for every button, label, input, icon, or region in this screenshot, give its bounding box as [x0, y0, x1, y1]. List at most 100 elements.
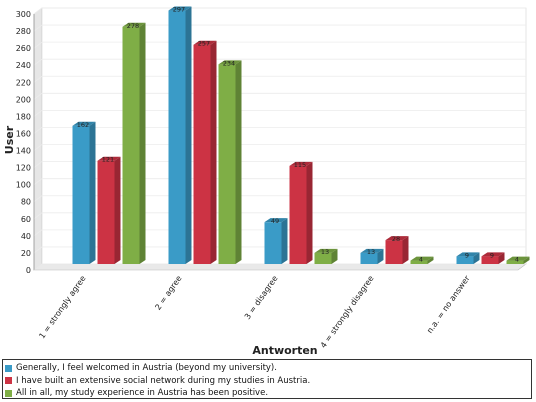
y-tick-label: 280	[16, 27, 31, 36]
legend-swatch	[5, 364, 12, 372]
bar: 4	[506, 256, 530, 264]
legend-label: Generally, I feel welcomed in Austria (b…	[16, 363, 277, 374]
bar-top	[360, 248, 384, 253]
bar-top	[314, 248, 338, 253]
data-label: 9	[465, 251, 469, 259]
bar-top	[289, 161, 313, 166]
bar-side	[427, 256, 434, 264]
bar-front	[193, 44, 211, 265]
y-axis-title: User	[3, 125, 16, 154]
data-label: 162	[77, 121, 89, 129]
legend-swatch	[5, 389, 12, 397]
bar-front	[72, 125, 90, 264]
bar-front	[385, 240, 403, 264]
legend-item[interactable]: All in all, my study experience in Austr…	[5, 387, 531, 400]
gridline-side	[33, 58, 43, 66]
bar-side	[281, 218, 288, 264]
y-tick-label: 0	[26, 266, 31, 275]
bar-front	[481, 256, 499, 264]
bar-front	[218, 64, 236, 264]
bar-side	[473, 252, 480, 264]
bar: 162	[72, 121, 96, 264]
gridline-side	[33, 161, 43, 168]
gridline-side	[33, 178, 43, 185]
bar-front	[289, 165, 307, 264]
bar: 234	[218, 59, 242, 264]
bar-side	[89, 121, 96, 264]
bar-front	[506, 260, 524, 264]
y-tick-label: 20	[21, 249, 31, 258]
data-label: 49	[271, 217, 279, 225]
bar-top	[122, 22, 146, 27]
legend: Generally, I feel welcomed in Austria (b…	[2, 359, 532, 399]
y-tick-label: 180	[16, 112, 31, 121]
x-tick-label: 3 = disagree	[243, 274, 280, 321]
gridline-side	[33, 75, 43, 83]
gridline-side	[33, 212, 43, 220]
bar-top	[385, 236, 409, 241]
bar-front	[360, 252, 378, 264]
bar-side	[306, 161, 313, 264]
bar-side	[377, 248, 384, 264]
bar-top	[218, 60, 242, 65]
bar-top	[193, 40, 217, 45]
gridline-side	[33, 110, 43, 117]
bar-side	[139, 22, 146, 265]
bar: 278	[122, 22, 146, 265]
x-tick-label: 4 = strongly disagree	[319, 274, 376, 350]
gridline-side	[33, 246, 43, 254]
legend-item[interactable]: Generally, I feel welcomed in Austria (b…	[5, 362, 531, 375]
bar: 49	[264, 217, 288, 264]
bar-top	[456, 252, 480, 257]
gridline-side	[33, 7, 43, 15]
data-label: 28	[392, 235, 400, 243]
bar-top	[481, 252, 505, 257]
bar: 13	[360, 248, 384, 264]
y-tick-label: 100	[16, 181, 31, 190]
bar-side	[331, 248, 338, 264]
gridline-side	[33, 144, 43, 151]
bar-side	[114, 156, 121, 264]
bar-chart: 0 20 40 60 80 100 120 140 160 180 200 220 240 260 280 3…	[3, 6, 530, 357]
bar-front	[410, 260, 428, 264]
bar: 115	[289, 161, 313, 264]
bar-top	[506, 256, 530, 261]
data-label: 257	[198, 40, 210, 48]
data-label: 4	[419, 256, 423, 264]
bar-front	[97, 160, 115, 264]
y-tick-label: 240	[16, 61, 31, 70]
gridline-side	[33, 195, 43, 203]
y-tick-label: 80	[21, 198, 31, 207]
data-label: 4	[515, 256, 519, 264]
y-tick-label: 260	[16, 44, 31, 53]
y-tick-label: 40	[21, 232, 31, 241]
bar: 297	[168, 6, 192, 265]
bar: 9	[481, 251, 505, 264]
bar: 28	[385, 235, 409, 264]
y-tick-label: 200	[16, 95, 31, 104]
bar-side	[523, 256, 530, 264]
legend-label: All in all, my study experience in Austr…	[16, 388, 269, 399]
data-label: 13	[367, 248, 375, 256]
bar: 9	[456, 251, 480, 264]
bar-top	[410, 256, 434, 261]
data-label: 121	[102, 156, 114, 164]
bar-side	[210, 40, 217, 265]
bar-top	[97, 156, 121, 161]
bar: 4	[410, 256, 434, 264]
legend-item[interactable]: I have built an extensive social network…	[5, 375, 531, 388]
y-tick-label: 140	[16, 147, 31, 156]
y-axis: 0 20 40 60 80 100 120 140 160 180 200 220 240 260 280 3…	[16, 10, 35, 275]
data-label: 13	[321, 248, 329, 256]
data-label: 115	[294, 161, 306, 169]
bar-front	[168, 10, 186, 265]
bar-front	[264, 222, 282, 264]
bar: 257	[193, 40, 217, 265]
data-label: 234	[223, 59, 235, 67]
bar: 121	[97, 156, 121, 264]
gridline-side	[33, 127, 43, 134]
gridline-side	[33, 263, 43, 271]
bar-front	[456, 256, 474, 264]
x-axis: 1 = strongly agree 2 = agree 3 = disagree 4…	[37, 273, 472, 349]
